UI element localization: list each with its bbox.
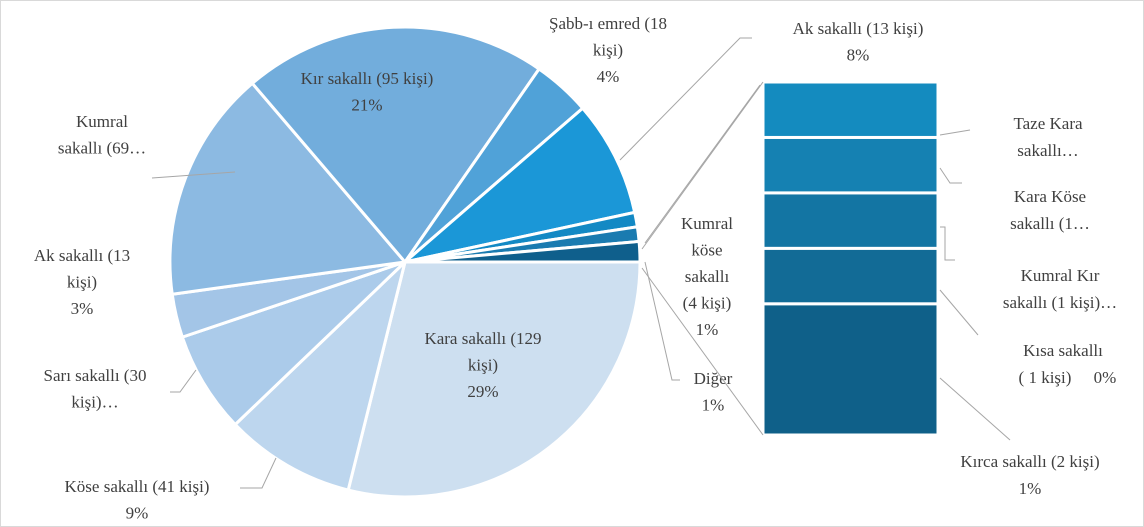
data-label: ( 1 kişi) [1019, 368, 1072, 387]
bar-segment [761, 80, 940, 139]
data-label: 3% [71, 299, 94, 318]
data-label: 1% [1019, 479, 1042, 498]
data-label: sakallı [685, 267, 730, 286]
leader-line [644, 261, 680, 381]
leader-line [939, 377, 1011, 441]
data-label: 9% [126, 503, 149, 522]
data-label: 0% [1094, 368, 1117, 387]
data-label: Ak sakallı (13 kişi) [793, 19, 924, 38]
data-label: Kırca sakallı (2 kişi) [960, 452, 1099, 471]
data-label: Kısa sakallı [1023, 341, 1103, 360]
data-label: sakallı… [1017, 141, 1078, 160]
leader-line [940, 226, 955, 261]
data-label: 4% [597, 67, 620, 86]
data-label: Şabb-ı emred (18 [549, 14, 667, 33]
leader-line [151, 171, 236, 179]
data-label: Kara Köse [1014, 187, 1086, 206]
data-label: Kumral [681, 214, 733, 233]
bar-segment [761, 246, 940, 306]
data-label: kişi) [468, 355, 498, 374]
leader-line [619, 37, 752, 161]
leader-line [644, 84, 761, 244]
data-label: Sarı sakallı (30 [44, 366, 147, 385]
data-label: kişi) [67, 272, 97, 291]
bar-segment [761, 302, 940, 437]
series-line [641, 267, 764, 436]
leader-line [939, 129, 971, 136]
data-label: Köse sakallı (41 kişi) [65, 477, 210, 496]
leader-line [170, 369, 197, 393]
data-label: Kumral [76, 112, 128, 131]
data-label: kişi) [593, 40, 623, 59]
data-label: köse [691, 240, 722, 259]
data-label: 1% [702, 395, 725, 414]
data-label: kişi)… [71, 392, 118, 411]
data-label: 29% [467, 382, 498, 401]
bar-segment [761, 191, 940, 250]
leader-line [939, 289, 979, 336]
bar-segment [761, 135, 940, 195]
data-label: 21% [351, 95, 382, 114]
data-label: Kumral Kır [1021, 266, 1100, 285]
data-label: Kır sakallı (95 kişi) [301, 69, 434, 88]
data-label: sakallı (1… [1010, 214, 1090, 233]
data-label: 8% [847, 45, 870, 64]
data-label: Diğer [694, 369, 733, 388]
pie-slice [404, 239, 642, 264]
leader-line [939, 167, 962, 184]
pie-slice [346, 260, 642, 499]
pie-slice [168, 81, 408, 296]
pie-slice [180, 260, 407, 427]
pie-slice [233, 257, 408, 492]
data-label: Taze Kara [1013, 114, 1083, 133]
data-label: 1% [696, 320, 719, 339]
data-label: sakallı (69… [58, 138, 146, 157]
leader-line [240, 457, 277, 489]
pie-slice [250, 25, 542, 265]
data-label: Ak sakallı (13 [34, 246, 130, 265]
series-line [641, 81, 764, 250]
data-label: (4 kişi) [683, 293, 732, 312]
data-label: sakallı (1 kişi)… [1003, 293, 1117, 312]
data-label: Kara sakallı (129 [424, 329, 541, 348]
